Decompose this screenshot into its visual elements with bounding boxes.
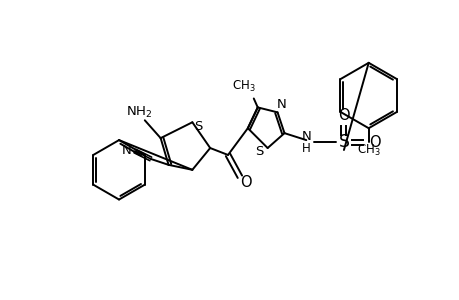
Text: S: S — [194, 120, 202, 133]
Text: H: H — [301, 142, 310, 154]
Text: S: S — [255, 146, 263, 158]
Text: CH$_3$: CH$_3$ — [356, 142, 380, 158]
Text: N: N — [301, 130, 310, 142]
Text: NH$_2$: NH$_2$ — [125, 105, 152, 120]
Text: S: S — [338, 133, 349, 151]
Text: O: O — [337, 108, 349, 123]
Text: N: N — [276, 98, 286, 111]
Text: CH$_3$: CH$_3$ — [231, 79, 255, 94]
Text: N: N — [122, 145, 132, 158]
Text: O: O — [240, 175, 251, 190]
Text: O: O — [368, 135, 380, 150]
